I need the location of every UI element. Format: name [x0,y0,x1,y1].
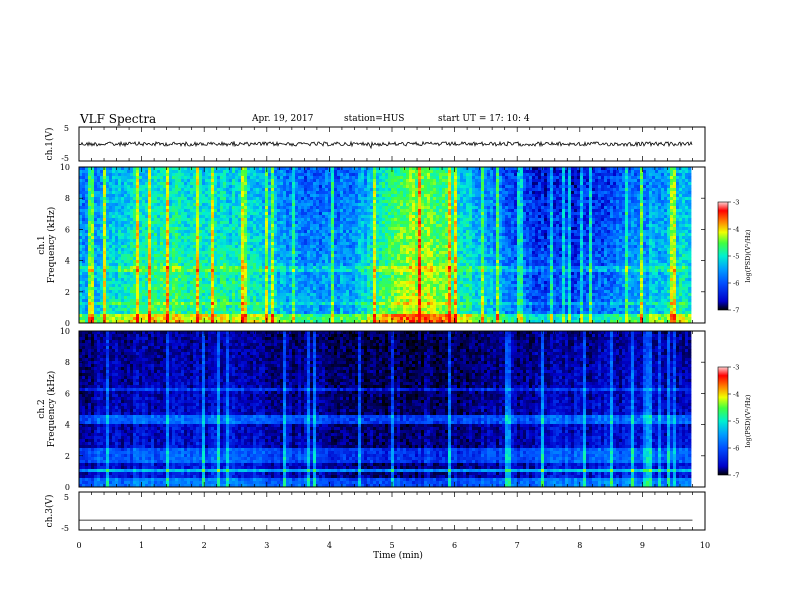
y-tick-label: 4 [65,257,70,266]
ch1-ylabel-line1: ch.1 [37,235,47,254]
ch3-ytick-top: 5 [64,493,69,502]
y-tick-label: 8 [65,358,70,367]
x-tick-label: 6 [452,541,457,550]
ch1-ylabel-line2: Frequency (kHz) [46,207,57,284]
y-tick-label: 10 [60,163,70,172]
colorbar-tick-label: -4 [733,391,739,399]
x-tick-label: 0 [76,541,81,550]
ch2-colorbar: -3 -4 -5 -6 -7 log(PSD)(V²/Hz) [718,364,752,480]
x-tick-label: 10 [700,541,710,550]
colorbar-tick-label: -6 [733,445,739,453]
ch3-ylabel: ch.3(V) [44,495,55,528]
x-axis-tick-labels: 0 1 2 3 4 5 6 7 8 9 10 [76,541,710,550]
panel-ch2-spectrogram: 0 2 4 6 8 10 ch.2 Frequency (kHz) -3 -4 -5 -6 -7 l… [37,327,752,492]
colorbar-tick-label: -3 [733,199,739,207]
ch1-ytick-top: 5 [64,124,69,133]
y-tick-label: 2 [65,288,70,297]
colorbar-tick-label: -7 [733,472,739,480]
panel-ch1-waveform: 5 -5 ch.1(V) [44,124,705,163]
ch3-ytick-bottom: -5 [61,524,69,533]
x-tick-label: 7 [515,541,520,550]
y-tick-label: 0 [65,483,70,492]
ch1-ylabel: ch.1(V) [44,128,55,161]
x-tick-label: 8 [577,541,582,550]
colorbar-label: log(PSD)(V²/Hz) [744,229,752,282]
ch2-ylabel-line2: Frequency (kHz) [46,371,57,448]
ch1-colorbar: -3 -4 -5 -6 -7 log(PSD)(V²/Hz) [718,199,752,315]
colorbar-tick-label: -6 [733,280,739,288]
colorbar-tick-label: -5 [733,253,739,261]
ch2-ylabel-line1: ch.2 [37,399,47,418]
x-tick-label: 9 [640,541,645,550]
y-tick-label: 8 [65,194,70,203]
x-tick-label: 1 [139,541,144,550]
panel-ch3-waveform: 5 -5 ch.3(V) [44,492,705,533]
x-tick-label: 2 [202,541,207,550]
ch1-ytick-bottom: -5 [61,154,69,163]
x-tick-label: 3 [264,541,269,550]
colorbar-tick-label: -3 [733,364,739,372]
x-axis-label: Time (min) [373,550,423,561]
y-tick-label: 2 [65,452,70,461]
y-tick-label: 10 [60,327,70,336]
x-tick-label: 4 [327,541,332,550]
y-tick-label: 6 [65,389,70,398]
colorbar-tick-label: -4 [733,226,739,234]
colorbar-tick-label: -7 [733,307,739,315]
y-tick-label: 6 [65,225,70,234]
x-tick-label: 5 [389,541,394,550]
ch1-spectrogram-image [79,167,691,323]
colorbar-tick-label: -5 [733,418,739,426]
colorbar-label: log(PSD)(V²/Hz) [744,394,752,447]
ch2-spectrogram-image [79,331,691,487]
y-tick-label: 4 [65,421,70,430]
